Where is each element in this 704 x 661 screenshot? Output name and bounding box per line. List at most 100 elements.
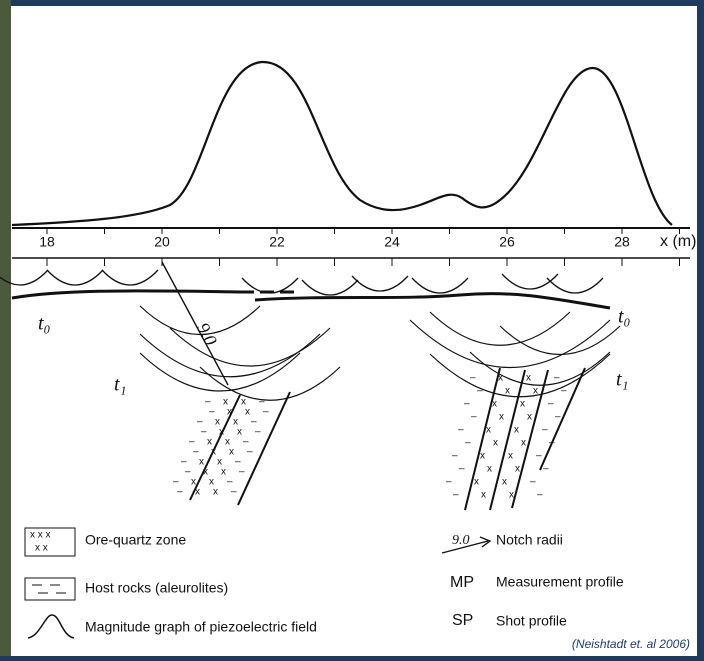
- surface-arc: [501, 273, 559, 290]
- ore-mark: –: [247, 447, 253, 458]
- ore-mark: –: [537, 490, 543, 501]
- ore-mark: –: [542, 425, 548, 436]
- ore-mark: x: [498, 373, 503, 384]
- ore-mark: x: [481, 490, 486, 501]
- ore-mark: –: [477, 386, 483, 397]
- legend-label: Magnitude graph of piezoelectric field: [85, 619, 317, 635]
- axis-tick-label: 18: [39, 234, 55, 250]
- surface-arc: [301, 279, 359, 296]
- ore-mark: x: [493, 438, 498, 449]
- ore-mark: x: [229, 447, 234, 458]
- photo-edge: [0, 0, 11, 656]
- legend-symbol: SP: [452, 612, 473, 629]
- ore-mark: –: [243, 437, 249, 448]
- ore-mark: x: [227, 407, 232, 418]
- ore-mark: x: [241, 397, 246, 408]
- surface-arc: [411, 277, 469, 294]
- ore-mark: x: [508, 451, 513, 462]
- legend-symbol: MP: [450, 574, 474, 591]
- ore-mark: –: [209, 407, 215, 418]
- ore-mark: x: [209, 477, 214, 488]
- surface-arc: [0, 269, 49, 286]
- t0-label: t₀: [38, 313, 51, 335]
- ore-mark: –: [177, 487, 183, 498]
- ore-mark: x: [213, 487, 218, 498]
- ore-mark: –: [205, 397, 211, 408]
- ore-mark: –: [255, 427, 261, 438]
- ore-mark: –: [452, 451, 458, 462]
- ore-mark: x: [505, 386, 510, 397]
- ore-mark: –: [259, 397, 265, 408]
- ore-mark: –: [193, 447, 199, 458]
- legend-curve-symbol: [27, 614, 75, 639]
- ore-mark: x: [245, 407, 250, 418]
- ore-mark: x: [486, 425, 491, 436]
- ore-mark: x: [527, 412, 532, 423]
- ore-mark: x: [223, 397, 228, 408]
- ore-mark: x: [509, 490, 514, 501]
- ore-mark: –: [530, 477, 536, 488]
- ore-mark: –: [465, 438, 471, 449]
- surface-arc: [546, 277, 604, 294]
- ore-mark: x: [199, 457, 204, 468]
- deep-arc: [139, 305, 261, 335]
- ore-mark: x: [195, 487, 200, 498]
- surface-line: [254, 292, 611, 310]
- ore-mark: –: [189, 437, 195, 448]
- ore-mark: –: [227, 477, 233, 488]
- legend-label: Ore-quartz zone: [85, 532, 186, 548]
- ore-mark: –: [561, 386, 567, 397]
- surface-arc: [46, 269, 104, 286]
- surface-line: [11, 289, 241, 300]
- ore-mark: –: [543, 464, 549, 475]
- figure-panel: [11, 6, 697, 656]
- ore-mark: –: [464, 399, 470, 410]
- legend-arrow: [441, 536, 492, 554]
- ore-mark: x: [487, 464, 492, 475]
- ore-mark: x: [233, 417, 238, 428]
- fault-line: [464, 367, 586, 511]
- axis-tick-label: 28: [614, 234, 630, 250]
- ore-mark: x: [215, 417, 220, 428]
- axis-tick-label: 24: [384, 234, 400, 250]
- legend-ore-box: [24, 527, 76, 557]
- legend-host-symbol: [32, 584, 66, 594]
- deep-arc: [469, 351, 611, 386]
- axis-ticks: 18 20 22 24 26 28: [39, 228, 680, 266]
- ore-mark: –: [185, 467, 191, 478]
- ore-mark: –: [548, 399, 554, 410]
- ore-mark: x: [191, 477, 196, 488]
- legend-label: Measurement profile: [496, 574, 624, 590]
- ore-mark: –: [197, 417, 203, 428]
- axis-tick-label: 22: [269, 234, 285, 250]
- legend-ore-symbol: x x: [35, 543, 48, 554]
- ore-mark: –: [446, 477, 452, 488]
- ore-mark: –: [453, 490, 459, 501]
- surface-arc: [241, 277, 299, 294]
- surface-arc: [101, 269, 159, 286]
- ore-mark: x: [225, 437, 230, 448]
- legend-ore-symbol: x x x: [30, 530, 51, 541]
- axis-tick-label: 26: [499, 234, 515, 250]
- magnitude-curve: [11, 60, 673, 227]
- ore-mark: x: [520, 399, 525, 410]
- deep-arc: [169, 327, 331, 367]
- ore-mark: –: [459, 464, 465, 475]
- ore-mark: x: [492, 399, 497, 410]
- ore-mark: x: [237, 427, 242, 438]
- ore-mark: –: [536, 451, 542, 462]
- ore-mark: –: [554, 373, 560, 384]
- legend-symbol: 9.0: [452, 533, 470, 548]
- ore-mark: x: [221, 467, 226, 478]
- ore-mark: –: [231, 487, 237, 498]
- t0-label: t₀: [618, 306, 631, 328]
- legend-host-box: [24, 577, 76, 601]
- ore-mark: –: [471, 412, 477, 423]
- ore-mark: x: [207, 437, 212, 448]
- ore-mark: x: [474, 477, 479, 488]
- notch-radius: [161, 261, 229, 386]
- citation: (Neishtadt et. al 2006): [572, 637, 690, 651]
- legend-label: Host rocks (aleurolites): [85, 580, 228, 596]
